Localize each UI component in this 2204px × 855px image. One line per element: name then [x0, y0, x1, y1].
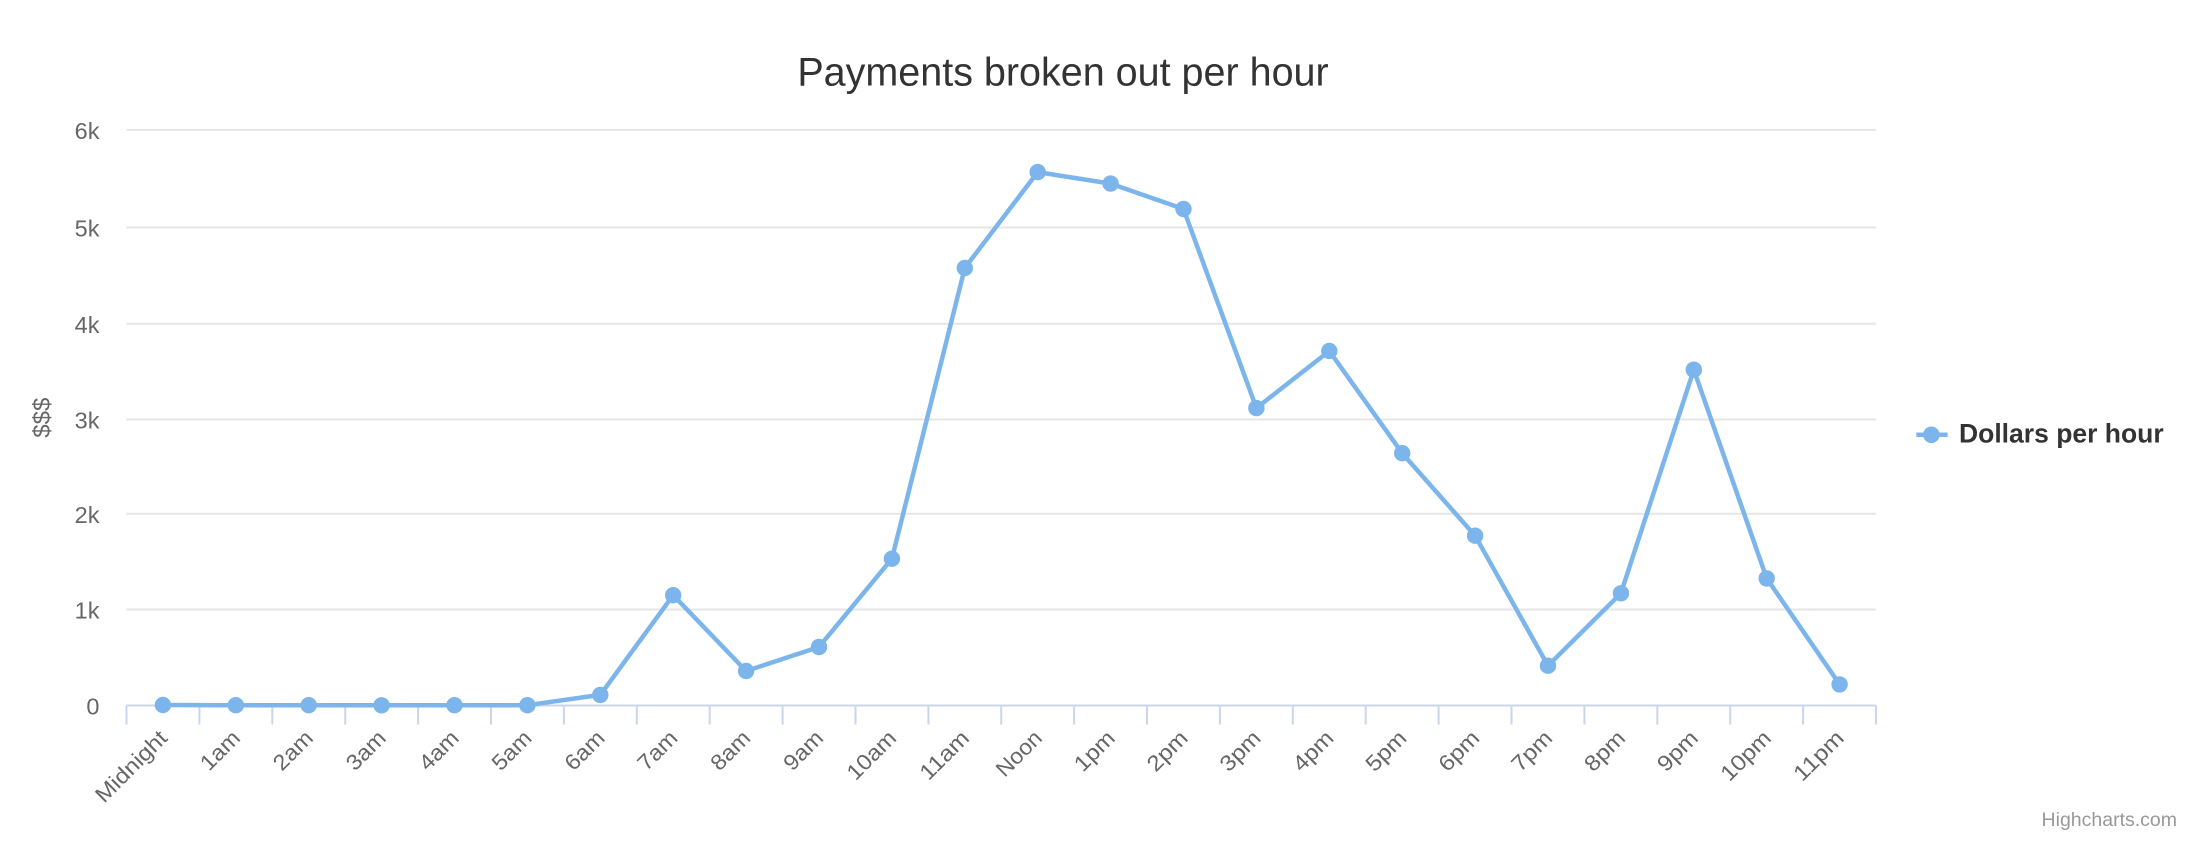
- svg-text:0: 0: [86, 694, 99, 720]
- svg-text:1k: 1k: [75, 598, 100, 624]
- svg-text:4k: 4k: [75, 312, 100, 338]
- svg-text:$$$: $$$: [29, 398, 56, 438]
- svg-text:Payments broken out per hour: Payments broken out per hour: [797, 51, 1328, 95]
- svg-text:6k: 6k: [75, 118, 100, 144]
- svg-text:5k: 5k: [75, 216, 100, 242]
- svg-text:Highcharts.com: Highcharts.com: [2042, 809, 2177, 831]
- svg-text:2k: 2k: [75, 502, 100, 528]
- svg-text:Dollars per hour: Dollars per hour: [1959, 418, 2164, 448]
- svg-text:3k: 3k: [75, 408, 100, 434]
